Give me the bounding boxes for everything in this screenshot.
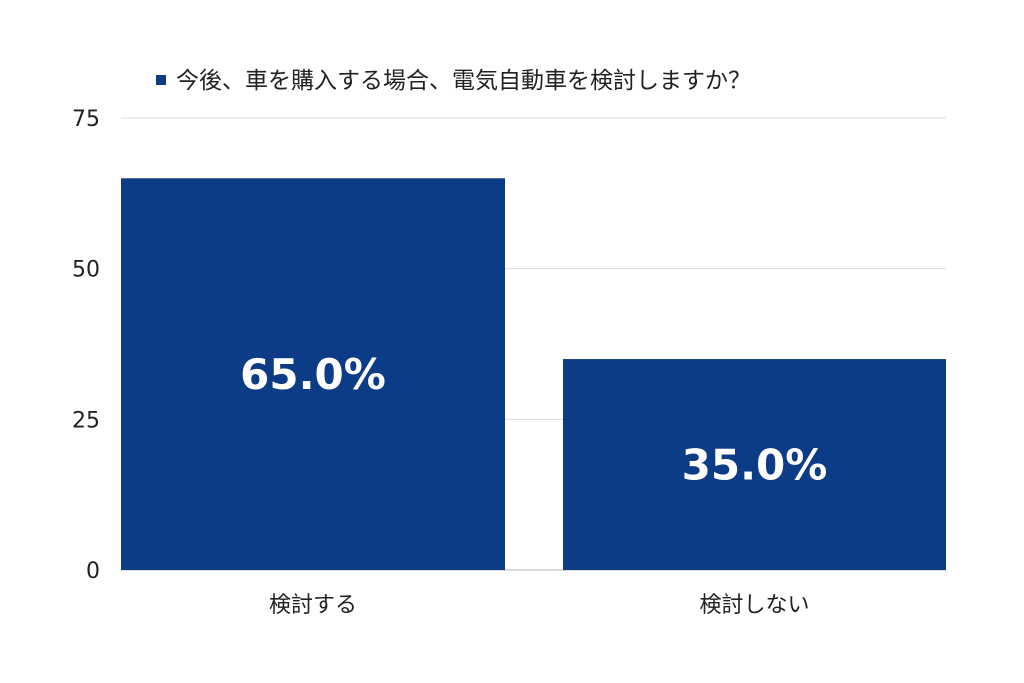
data-label: 65.0% (240, 350, 386, 399)
y-tick-label: 75 (72, 107, 100, 132)
y-tick-label: 50 (72, 258, 100, 283)
data-label: 35.0% (682, 441, 828, 490)
bar (563, 359, 946, 570)
x-category-label: 検討する (269, 593, 357, 618)
bar (121, 178, 505, 570)
legend-label: 今後、車を購入する場合、電気自動車を検討しますか？ (176, 68, 751, 94)
legend: 今後、車を購入する場合、電気自動車を検討しますか？ (156, 68, 751, 94)
y-tick-label: 0 (86, 559, 100, 584)
x-category-label: 検討しない (699, 593, 809, 618)
y-tick-label: 25 (72, 408, 100, 433)
legend-swatch (156, 75, 166, 85)
